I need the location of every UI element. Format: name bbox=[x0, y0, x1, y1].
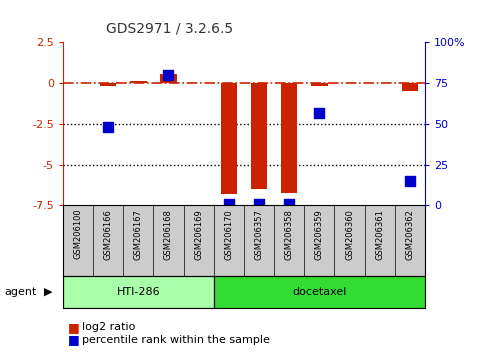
Text: GSM206359: GSM206359 bbox=[315, 209, 324, 259]
Text: GSM206166: GSM206166 bbox=[103, 209, 113, 260]
Bar bbox=[402, 83, 418, 91]
Bar bbox=[100, 83, 116, 86]
Text: ■: ■ bbox=[68, 321, 79, 334]
Text: GSM206169: GSM206169 bbox=[194, 209, 203, 259]
Text: GSM206357: GSM206357 bbox=[255, 209, 264, 260]
Text: GSM206358: GSM206358 bbox=[284, 209, 294, 260]
Text: GSM206360: GSM206360 bbox=[345, 209, 354, 260]
Point bbox=[315, 110, 323, 115]
Bar bbox=[63, 276, 213, 308]
Text: GSM206170: GSM206170 bbox=[224, 209, 233, 259]
Bar bbox=[130, 81, 146, 83]
Text: log2 ratio: log2 ratio bbox=[82, 322, 136, 332]
Text: percentile rank within the sample: percentile rank within the sample bbox=[82, 335, 270, 345]
Text: GSM206100: GSM206100 bbox=[73, 209, 83, 259]
Point bbox=[104, 124, 112, 130]
Point bbox=[165, 72, 172, 78]
Bar bbox=[311, 83, 327, 86]
Text: GSM206361: GSM206361 bbox=[375, 209, 384, 260]
Text: GDS2971 / 3.2.6.5: GDS2971 / 3.2.6.5 bbox=[106, 21, 233, 35]
Text: HTI-286: HTI-286 bbox=[116, 287, 160, 297]
Bar bbox=[281, 83, 298, 193]
Text: GSM206167: GSM206167 bbox=[134, 209, 143, 260]
Bar bbox=[213, 276, 425, 308]
Text: docetaxel: docetaxel bbox=[292, 287, 347, 297]
Bar bbox=[221, 83, 237, 194]
Text: ▶: ▶ bbox=[43, 287, 52, 297]
Point bbox=[255, 201, 263, 206]
Point bbox=[285, 201, 293, 206]
Point bbox=[406, 178, 414, 184]
Bar bbox=[251, 83, 267, 189]
Point bbox=[225, 201, 233, 206]
Text: ■: ■ bbox=[68, 333, 79, 346]
Text: GSM206168: GSM206168 bbox=[164, 209, 173, 260]
Text: GSM206362: GSM206362 bbox=[405, 209, 414, 260]
Text: agent: agent bbox=[5, 287, 37, 297]
Bar bbox=[160, 74, 177, 83]
